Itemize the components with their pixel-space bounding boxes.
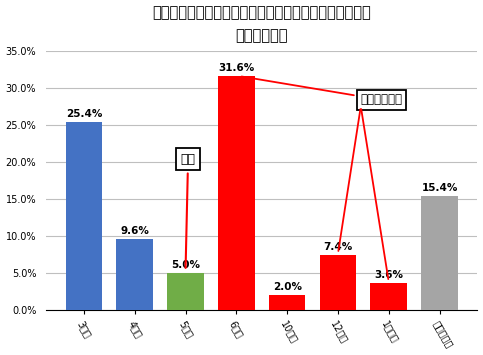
Text: 5.0%: 5.0%: [171, 260, 200, 270]
Bar: [66, 122, 102, 310]
Bar: [116, 239, 153, 310]
Text: 7.4%: 7.4%: [323, 242, 353, 252]
Bar: [269, 295, 305, 310]
Bar: [370, 283, 407, 310]
Text: 効果過大評価: 効果過大評価: [242, 76, 403, 106]
Text: 2.0%: 2.0%: [272, 282, 302, 292]
Bar: [167, 273, 204, 310]
Text: 9.6%: 9.6%: [120, 226, 149, 236]
Text: 31.6%: 31.6%: [218, 63, 255, 73]
Bar: [218, 76, 255, 310]
Bar: [320, 255, 356, 310]
Text: 15.4%: 15.4%: [421, 183, 458, 193]
Title: インフルエンザワクチン接種による効果が有効な期間は
どれくらいか: インフルエンザワクチン接種による効果が有効な期間は どれくらいか: [152, 6, 371, 43]
Text: 25.4%: 25.4%: [66, 109, 102, 119]
Bar: [421, 196, 458, 310]
Text: 3.6%: 3.6%: [374, 271, 403, 280]
Text: 正解: 正解: [181, 153, 196, 268]
